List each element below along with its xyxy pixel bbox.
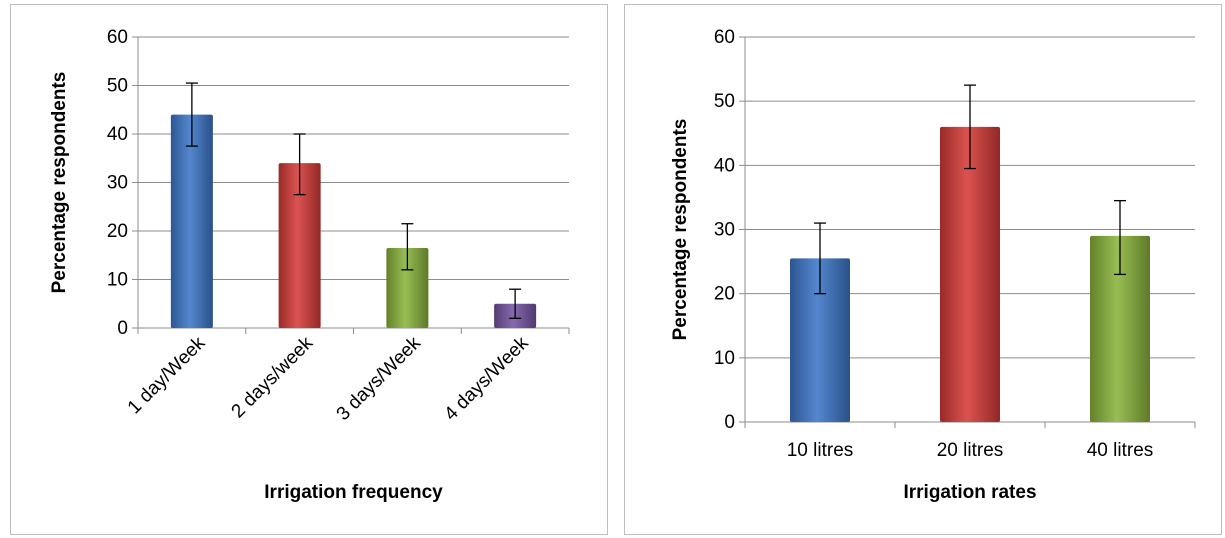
chart-panel-irrigation-rates: 0 10 20 30 40 50 60 10 litres 20 litres 40 litres… (624, 4, 1222, 535)
y-tick-label: 60 (107, 27, 128, 48)
bar-3 (386, 247, 429, 328)
chart-irrigation-frequency: 0 10 20 30 40 50 60 1 day/Week 2 days/week 3 days… (49, 27, 570, 503)
bar-1 (170, 114, 213, 328)
x-tick-label: 10 litres (787, 440, 854, 461)
y-tick-label: 20 (714, 284, 735, 305)
bar-2 (940, 126, 1000, 422)
x-axis-title: Irrigation frequency (264, 482, 443, 503)
x-tick-label: 20 litres (937, 440, 1004, 461)
y-tick-label: 50 (107, 76, 128, 97)
y-tick-label: 0 (117, 318, 128, 339)
x-tick-label: 2 days/week (228, 332, 318, 422)
x-axis-title: Irrigation rates (903, 482, 1036, 503)
chart-panel-irrigation-frequency: 0 10 20 30 40 50 60 1 day/Week 2 days/week 3 days… (10, 4, 608, 535)
bar-3 (1090, 235, 1150, 422)
x-tick-label: 4 days/Week (440, 332, 533, 425)
y-tick-label: 20 (107, 221, 128, 242)
y-axis-title: Percentage respondents (49, 72, 70, 294)
y-axis-title: Percentage respondents (670, 119, 691, 341)
y-tick-label: 40 (107, 124, 128, 145)
y-tick-label: 60 (714, 27, 735, 48)
x-tick-label: 3 days/Week (333, 332, 426, 425)
bar-2 (278, 163, 321, 328)
x-tick-label: 1 day/Week (124, 332, 210, 418)
y-tick-label: 30 (714, 220, 735, 241)
y-tick-label: 40 (714, 155, 735, 176)
y-tick-label: 10 (714, 348, 735, 369)
bar-1 (790, 258, 850, 422)
chart-irrigation-rates: 0 10 20 30 40 50 60 10 litres 20 litres 40 litres… (670, 27, 1196, 503)
y-tick-label: 10 (107, 270, 128, 291)
y-tick-label: 30 (107, 173, 128, 194)
x-tick-label: 40 litres (1087, 440, 1154, 461)
y-tick-label: 50 (714, 91, 735, 112)
y-tick-label: 0 (724, 412, 735, 433)
